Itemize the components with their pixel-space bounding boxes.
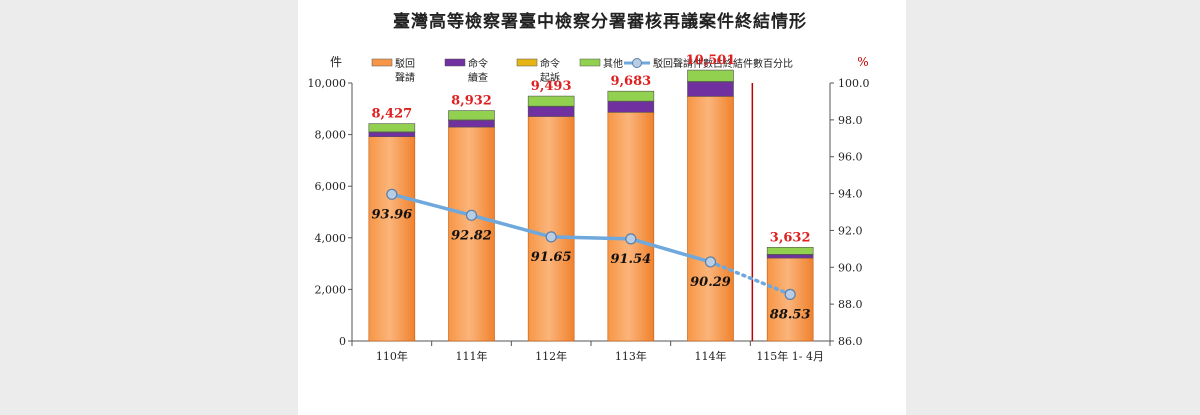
legend-line-marker: [632, 58, 642, 68]
chart-title: 臺灣高等檢察署臺中檢察分署審核再議案件終結情形: [393, 11, 807, 32]
x-tick-label: 115年 1- 4月: [756, 349, 824, 363]
percent-line: [386, 188, 796, 300]
legend-label: 駁回: [395, 57, 415, 70]
y-right-tick-label: 86.0: [838, 335, 863, 348]
bar-segment: [607, 112, 655, 342]
bar-segment: [368, 123, 416, 133]
legend-label: 其他: [603, 57, 623, 70]
percent-value-label: 93.96: [371, 207, 412, 222]
percent-point: [386, 188, 398, 200]
y-right-tick-label: 94.0: [838, 188, 863, 201]
axes: 0 2,000 4,000 6,000 8,000 10,000 86.0 88.0 90.0 9…: [308, 77, 870, 363]
chart-svg: 臺灣高等檢察署臺中檢察分署審核再議案件終結情形 件 % 駁回聲請命令續查命令起訴…: [308, 11, 870, 363]
y-right-tick-label: 96.0: [838, 151, 863, 164]
bar-segment: [527, 106, 575, 117]
bars: [368, 69, 814, 342]
y-left-unit: 件: [330, 55, 342, 69]
y-left-tick-label: 0: [339, 335, 346, 348]
bar-segment: [766, 246, 814, 255]
x-tick-label: 114年: [695, 349, 727, 363]
percent-value-label: 90.29: [690, 275, 731, 290]
percent-point: [784, 288, 796, 300]
bar-total-label: 3,632: [770, 230, 811, 245]
y-left-tick-label: 2,000: [315, 283, 347, 296]
y-left-tick-label: 6,000: [315, 180, 347, 193]
y-left-tick-label: 10,000: [308, 77, 347, 90]
bar-segment: [607, 101, 655, 113]
legend-swatch: [371, 58, 393, 67]
x-tick-label: 112年: [535, 349, 567, 363]
legend-label: 起訴: [540, 71, 560, 84]
y-right-tick-label: 98.0: [838, 114, 863, 127]
percent-value-label: 91.65: [531, 250, 572, 265]
y-left-tick-label: 8,000: [315, 129, 347, 142]
legend-swatch: [444, 58, 466, 67]
y-right-tick-label: 100.0: [838, 77, 870, 90]
legend-label: 命令: [468, 57, 488, 70]
legend-label: 續查: [468, 71, 488, 84]
bar-total-label: 10,501: [686, 53, 736, 68]
percent-value-label: 91.54: [610, 252, 651, 267]
legend-swatch: [579, 58, 601, 67]
legend-swatch: [516, 58, 538, 67]
percent-point: [625, 233, 637, 245]
bar-segment: [368, 131, 416, 138]
legend-label: 命令: [540, 57, 560, 70]
percent-value-label: 92.82: [451, 228, 492, 243]
data-labels: 8,427 8,932 9,493 9,683 10,501 3,632 93.96 92.8…: [371, 53, 810, 322]
percent-point: [465, 209, 478, 221]
bar-total-label: 8,427: [371, 107, 412, 122]
bar-total-label: 9,493: [531, 79, 572, 94]
bar-segment: [687, 96, 734, 342]
bar-segment: [527, 116, 575, 342]
bar-segment: [607, 90, 655, 102]
bar-segment: [368, 136, 416, 342]
bar-total-label: 8,932: [451, 94, 492, 109]
y-right-tick-label: 88.0: [838, 298, 863, 311]
y-right-tick-label: 90.0: [838, 261, 863, 274]
percent-point: [704, 256, 717, 268]
legend-label: 駁回聲請件數占終結件數百分比: [653, 57, 793, 70]
bar-total-label: 9,683: [610, 74, 651, 89]
y-right-tick-label: 92.0: [838, 224, 863, 237]
bar-segment: [448, 110, 495, 121]
bar-segment: [448, 119, 495, 128]
x-tick-label: 110年: [376, 349, 408, 363]
legend-label: 聲請: [395, 71, 415, 84]
percent-line-dashed: [708, 260, 792, 297]
y-right-unit: %: [857, 55, 868, 69]
bar-segment: [448, 126, 495, 342]
percent-point: [545, 231, 557, 243]
bar-segment: [687, 69, 734, 82]
percent-value-label: 88.53: [770, 307, 811, 322]
x-tick-label: 113年: [615, 349, 647, 363]
bar-segment: [687, 81, 734, 97]
bar-segment: [527, 95, 575, 107]
chart-panel: 臺灣高等檢察署臺中檢察分署審核再議案件終結情形 件 % 駁回 聲請 命令 續查 命令 起訴…: [298, 0, 906, 415]
x-tick-label: 111年: [456, 349, 488, 363]
y-left-tick-label: 4,000: [315, 232, 347, 245]
